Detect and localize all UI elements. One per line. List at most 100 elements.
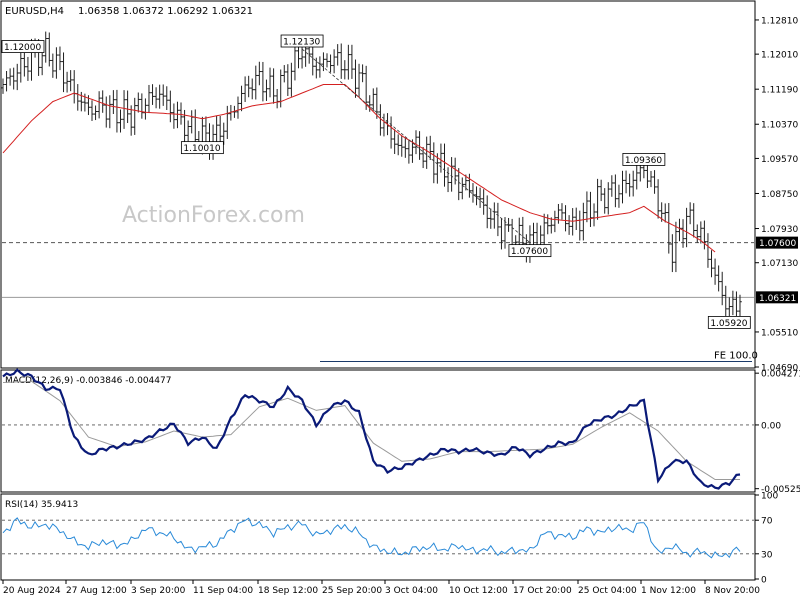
ohlc-bar: [738, 294, 742, 319]
ohlc-bar: [335, 44, 340, 66]
ohlc-bar: [392, 129, 397, 154]
ohlc-bar: [136, 92, 141, 113]
ohlc-bar: [132, 97, 137, 135]
ohlc-bar: [549, 217, 554, 234]
ohlc-bar: [164, 86, 169, 111]
ohlc-bar: [289, 62, 294, 97]
axis-tick-label: 1.12010: [761, 51, 798, 61]
ohlc-bar: [417, 131, 422, 160]
ohlc-bar: [399, 135, 404, 157]
ohlc-bar: [318, 56, 322, 78]
ohlc-bar: [542, 213, 546, 245]
ohlc-bar: [670, 234, 675, 273]
ohlc-bar: [47, 32, 52, 67]
ohlc-bar: [389, 116, 393, 149]
ohlc-bar: [61, 52, 66, 93]
ohlc-bar: [346, 44, 351, 80]
ohlc-bar: [432, 142, 436, 184]
ohlc-bar: [602, 188, 607, 214]
ohlc-bar: [439, 143, 443, 173]
price-annotation: 1.12000: [1, 40, 45, 53]
annotation-box: [280, 34, 324, 48]
ohlc-bar: [691, 203, 696, 238]
ohlc-bar: [371, 88, 376, 111]
ohlc-bar: [606, 182, 611, 215]
ohlc-bar: [456, 168, 461, 201]
ohlc-bar: [314, 57, 319, 79]
ohlc-bar: [154, 87, 158, 109]
ohlc-bar: [189, 110, 194, 134]
ohlc-bar: [218, 116, 222, 146]
macd-panel-frame: [0, 369, 756, 493]
ohlc-bar: [97, 91, 101, 119]
ohlc-bar: [624, 170, 628, 194]
ohlc-bar: [172, 103, 176, 129]
axis-tick-label: 0: [761, 576, 767, 586]
ohlc-bar: [357, 63, 361, 98]
ohlc-bar: [11, 67, 16, 90]
ohlc-bar: [709, 250, 714, 278]
annotation-label: 1.05920: [710, 319, 747, 329]
ohlc-bar: [588, 191, 593, 227]
ohlc-bar: [677, 218, 682, 242]
ohlc-bar: [688, 202, 692, 225]
ohlc-bar: [186, 120, 190, 142]
time-tick-label: 3 Oct 04:00: [385, 586, 438, 596]
ohlc-bar: [1, 78, 5, 94]
axis-tick-label: 1.10370: [761, 121, 798, 131]
ohlc-bar: [421, 146, 425, 169]
current-price-tag: [756, 291, 798, 304]
time-tick-label: 18 Sep 12:00: [258, 586, 318, 596]
annotation-label: 1.12000: [4, 43, 41, 53]
ohlc-bar: [595, 178, 600, 220]
ohlc-bar: [125, 90, 130, 124]
annotation-box: [707, 316, 751, 329]
ohlc-bar: [649, 170, 653, 188]
annotation-box: [180, 141, 224, 155]
ohlc-bar: [706, 233, 710, 268]
price-annotation: 1.10010: [180, 141, 224, 155]
axis-tick-label: 1.04690: [761, 364, 798, 374]
ohlc-bar: [26, 56, 30, 81]
ohlc-bar: [599, 179, 603, 202]
ohlc-bar: [72, 70, 77, 104]
ohlc-bar: [478, 187, 482, 208]
ohlc-bar: [100, 90, 105, 113]
ohlc-bar: [577, 210, 582, 241]
ohlc-bar: [115, 89, 119, 133]
ohlc-bar: [43, 31, 48, 63]
price-bars: [1, 31, 742, 319]
level-tag-label: 1.06321: [759, 294, 796, 304]
ohlc-bar: [481, 189, 486, 215]
time-tick-label: 1 Nov 12:00: [641, 586, 696, 596]
ohlc-bar: [585, 191, 589, 223]
time-tick-label: 20 Aug 2024: [3, 586, 61, 596]
time-tick-label: 3 Sep 20:00: [131, 586, 186, 596]
ohlc-bar: [271, 68, 276, 104]
ohlc-readout: 1.06358 1.06372 1.06292 1.06321: [78, 6, 253, 17]
price-annotation: 1.05920: [707, 316, 751, 329]
axis-tick-label: 1.05510: [761, 328, 798, 338]
ohlc-bar: [699, 221, 703, 244]
ohlc-bar: [631, 170, 635, 197]
annotation-label: 1.09360: [625, 156, 662, 166]
ohlc-bar: [684, 207, 689, 248]
ohlc-bar: [236, 96, 240, 119]
moving-average-line: [2, 84, 716, 253]
price-axis: 1.12810 1.12010 1.11190 1.10370 1.09570 1.087…: [755, 16, 798, 374]
ohlc-bar: [161, 84, 166, 106]
ohlc-bar: [360, 64, 365, 83]
ohlc-bar: [731, 290, 735, 316]
ohlc-bar: [332, 49, 336, 74]
ohlc-bar: [282, 65, 287, 83]
ohlc-bar: [496, 202, 500, 237]
ohlc-bar: [257, 61, 262, 86]
rsi-panel-frame: [0, 493, 756, 581]
ohlc-bar: [253, 65, 258, 100]
ohlc-bar: [610, 175, 614, 197]
ohlc-bar: [720, 271, 724, 306]
ohlc-bar: [111, 90, 116, 114]
ohlc-bar: [652, 170, 657, 194]
